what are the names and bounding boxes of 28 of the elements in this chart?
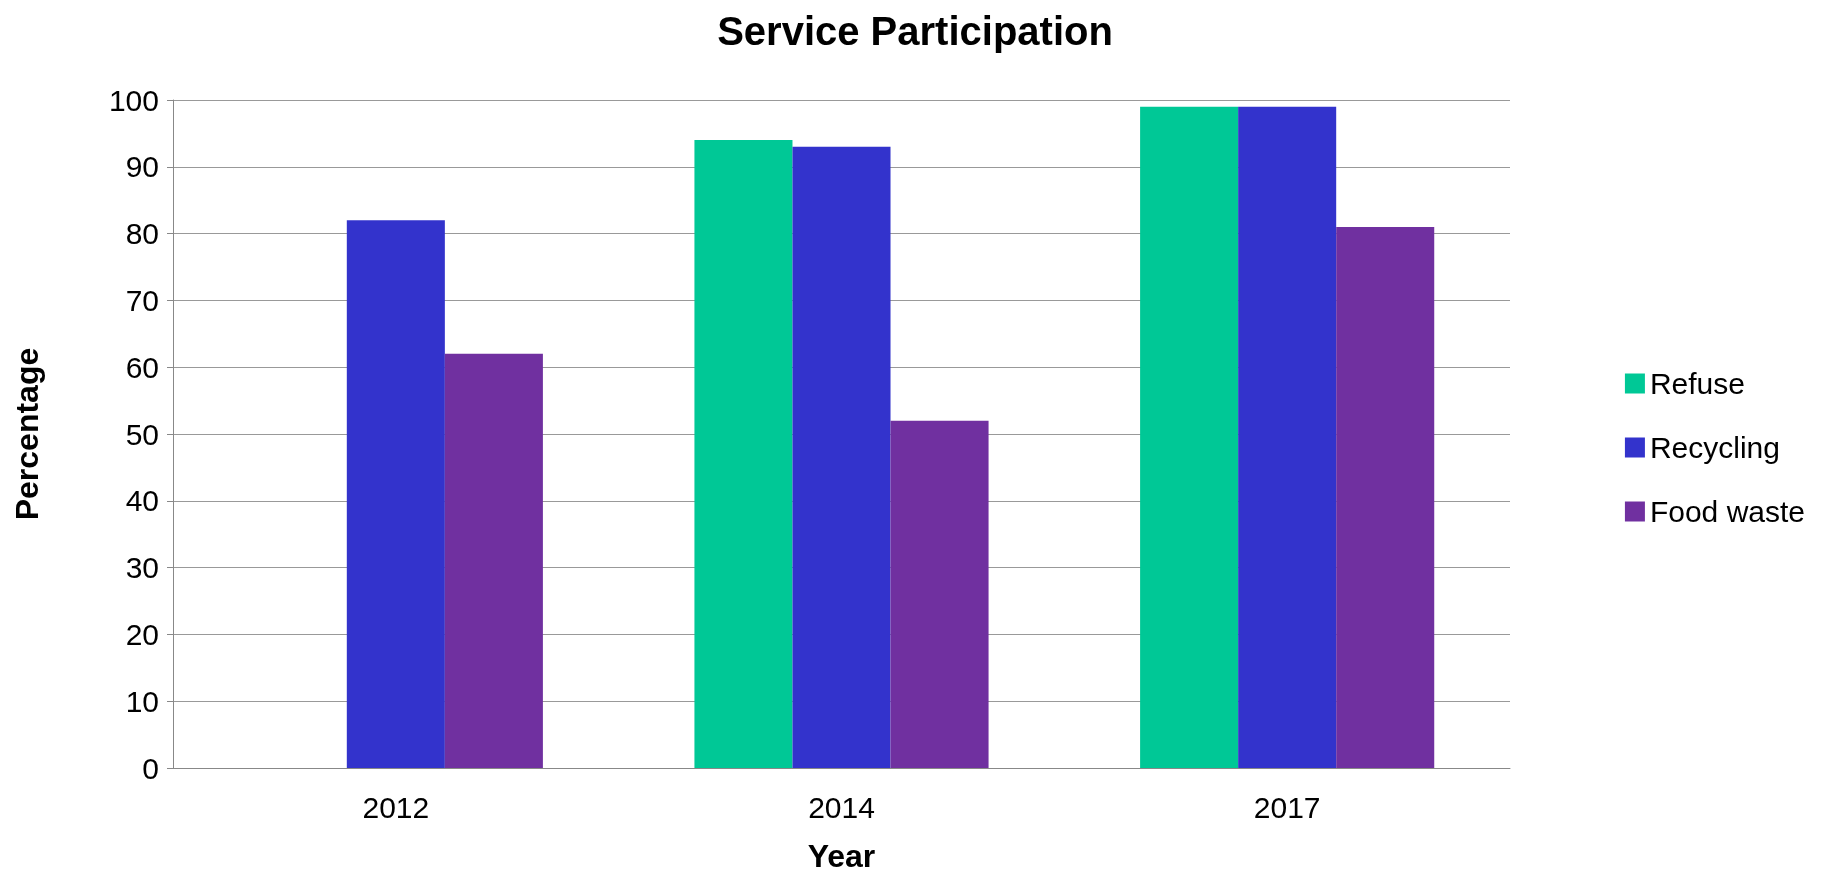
y-tick-label: 100 xyxy=(108,83,159,117)
bar xyxy=(346,220,445,768)
chart-title: Service Participation xyxy=(717,9,1113,53)
y-tick-label: 90 xyxy=(125,150,159,184)
y-tick-label: 20 xyxy=(125,617,159,651)
x-tick-label: 2014 xyxy=(808,790,875,824)
y-tick-label: 50 xyxy=(125,417,159,451)
y-tick-label: 70 xyxy=(125,283,159,317)
bar xyxy=(1238,106,1337,768)
y-tick-label: 60 xyxy=(125,350,159,384)
legend-label: Recycling xyxy=(1649,431,1780,464)
x-tick-label: 2017 xyxy=(1253,790,1321,824)
y-tick-label: 40 xyxy=(125,484,159,518)
bar xyxy=(792,146,891,768)
x-tick-label: 2012 xyxy=(362,790,430,824)
y-tick-label: 0 xyxy=(142,751,159,785)
y-axis-title: Percentage xyxy=(9,347,45,521)
x-axis-title: Year xyxy=(807,838,876,874)
bar xyxy=(890,420,989,768)
legend-label: Food waste xyxy=(1649,495,1806,528)
y-tick-label: 80 xyxy=(125,217,159,251)
bar xyxy=(444,353,543,768)
y-tick-label: 10 xyxy=(125,684,159,718)
y-tick-label: 30 xyxy=(125,551,159,585)
bar xyxy=(1140,106,1239,768)
bar xyxy=(1336,226,1435,768)
legend-label: Refuse xyxy=(1649,367,1745,400)
bar xyxy=(694,140,793,768)
